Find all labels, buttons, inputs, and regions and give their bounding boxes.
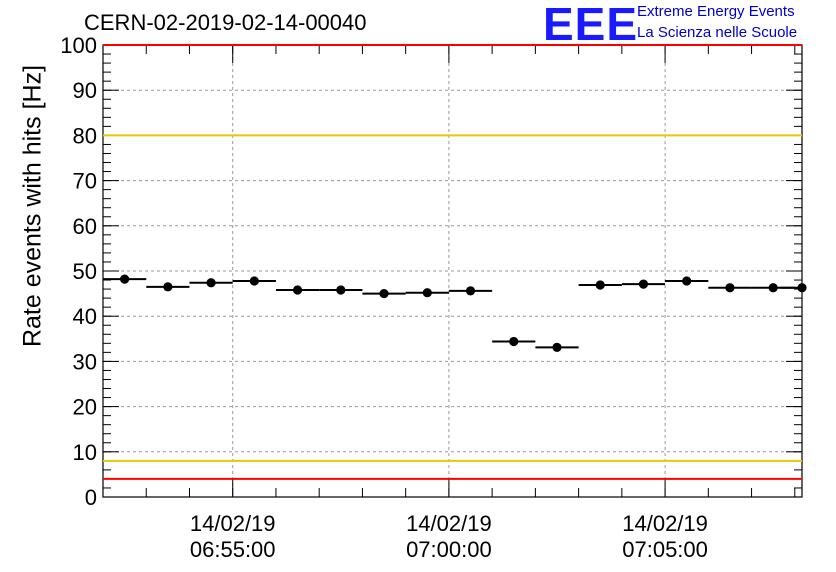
y-tick-label: 100 bbox=[60, 33, 97, 58]
y-tick-label: 10 bbox=[73, 440, 97, 465]
x-tick-label-date: 14/02/19 bbox=[622, 511, 708, 536]
data-point bbox=[120, 274, 130, 284]
data-point bbox=[249, 276, 259, 286]
data-point bbox=[509, 336, 519, 347]
y-tick-label: 0 bbox=[85, 485, 97, 510]
y-tick-label: 70 bbox=[73, 169, 97, 194]
data-point bbox=[422, 288, 432, 298]
x-tick-label-date: 14/02/19 bbox=[406, 511, 492, 536]
y-tick-label: 50 bbox=[73, 259, 97, 284]
data-point bbox=[292, 285, 303, 295]
data-point bbox=[797, 283, 807, 293]
data-point bbox=[552, 342, 562, 352]
y-tick-label: 60 bbox=[73, 214, 97, 239]
data-point bbox=[725, 283, 735, 293]
x-tick-label-time: 07:00:00 bbox=[406, 537, 492, 562]
data-point bbox=[682, 276, 692, 286]
y-tick-label: 20 bbox=[73, 395, 97, 420]
y-tick-label: 30 bbox=[73, 349, 97, 374]
x-tick-label-time: 07:05:00 bbox=[622, 537, 708, 562]
x-tick-label-date: 14/02/19 bbox=[190, 511, 276, 536]
eee-logo: EEE bbox=[543, 0, 639, 50]
data-point bbox=[206, 278, 216, 288]
x-tick-label-time: 06:55:00 bbox=[190, 537, 276, 562]
data-point bbox=[595, 280, 605, 290]
logo-text-line2: La Scienza nelle Scuole bbox=[637, 24, 798, 41]
logo-text-line1: Extreme Energy Events bbox=[637, 3, 795, 20]
y-tick-label: 80 bbox=[73, 123, 97, 148]
y-tick-label: 90 bbox=[73, 78, 97, 103]
data-point bbox=[379, 289, 389, 299]
data-point bbox=[768, 283, 778, 293]
data-point bbox=[163, 282, 173, 292]
y-tick-label: 40 bbox=[73, 304, 97, 329]
data-point bbox=[465, 286, 476, 296]
data-point bbox=[336, 285, 346, 295]
data-point bbox=[638, 279, 649, 289]
chart-title: CERN-02-2019-02-14-00040 bbox=[84, 10, 367, 35]
